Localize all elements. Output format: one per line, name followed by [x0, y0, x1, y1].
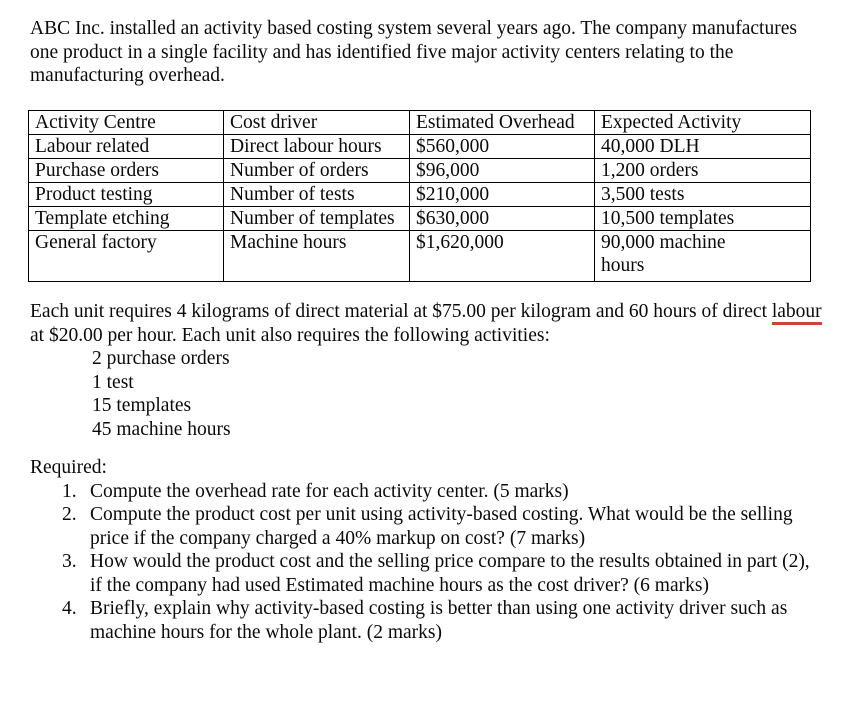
- requirement-item: 3. How would the product cost and the se…: [62, 550, 822, 597]
- cell-estimated-overhead: $210,000: [409, 182, 595, 207]
- table-row: Labour related Direct labour hours $560,…: [28, 134, 811, 159]
- table-header-estimated-overhead: Estimated Overhead: [409, 110, 595, 135]
- requirement-text: Compute the product cost per unit using …: [90, 504, 793, 549]
- unit-para-text-before: Each unit requires 4 kilograms of direct…: [30, 301, 772, 322]
- table-header-cost-driver: Cost driver: [223, 110, 410, 135]
- table-header-activity-centre: Activity Centre: [28, 110, 224, 135]
- requirement-number: 1.: [62, 480, 77, 502]
- required-label: Required:: [30, 457, 107, 478]
- cell-cost-driver: Direct labour hours: [223, 134, 410, 159]
- cell-expected-activity: 40,000 DLH: [594, 134, 811, 159]
- table-header-expected-activity: Expected Activity: [594, 110, 811, 135]
- unit-requirements-paragraph: Each unit requires 4 kilograms of direct…: [30, 300, 822, 441]
- table-header-row: Activity Centre Cost driver Estimated Ov…: [28, 110, 811, 135]
- table-row: Product testing Number of tests $210,000…: [28, 182, 811, 207]
- required-section: Required: 1. Compute the overhead rate f…: [30, 456, 822, 644]
- cell-activity-centre: Labour related: [28, 134, 224, 159]
- cell-activity-centre: Template etching: [28, 206, 224, 231]
- cell-expected-activity: 3,500 tests: [594, 182, 811, 207]
- cell-estimated-overhead: $1,620,000: [409, 230, 595, 282]
- cell-cost-driver: Number of templates: [223, 206, 410, 231]
- cell-cost-driver: Number of orders: [223, 158, 410, 183]
- requirement-number: 2.: [62, 504, 77, 525]
- cell-cost-driver: Number of tests: [223, 182, 410, 207]
- requirement-number: 4.: [62, 598, 77, 619]
- unit-activity-item: 15 templates: [92, 395, 192, 416]
- cell-expected-activity: 10,500 templates: [594, 206, 811, 231]
- cell-activity-centre: Purchase orders: [28, 158, 224, 183]
- requirement-number: 3.: [62, 551, 77, 572]
- cell-expected-activity: 90,000 machine hours: [594, 230, 811, 282]
- unit-activities-list: 2 purchase orders 1 test 15 templates 45…: [92, 347, 822, 441]
- requirement-item: 2. Compute the product cost per unit usi…: [62, 503, 822, 550]
- table-row: Template etching Number of templates $63…: [28, 206, 811, 231]
- cell-estimated-overhead: $96,000: [409, 158, 595, 183]
- requirement-text: Briefly, explain why activity-based cost…: [90, 598, 788, 643]
- cell-activity-centre: General factory: [28, 230, 224, 282]
- cell-estimated-overhead: $630,000: [409, 206, 595, 231]
- spellcheck-underlined-word: labour: [771, 301, 822, 325]
- table-row: Purchase orders Number of orders $96,000…: [28, 158, 811, 183]
- intro-paragraph: ABC Inc. installed an activity based cos…: [30, 18, 797, 86]
- unit-activity-item: 2 purchase orders: [92, 348, 230, 369]
- cell-activity-centre: Product testing: [28, 182, 224, 207]
- requirement-item: 1. Compute the overhead rate for each ac…: [62, 480, 822, 504]
- cell-cost-driver: Machine hours: [223, 230, 410, 282]
- cell-estimated-overhead: $560,000: [409, 134, 595, 159]
- requirement-text: How would the product cost and the selli…: [90, 551, 810, 596]
- table-row: General factory Machine hours $1,620,000…: [28, 230, 811, 282]
- unit-activity-item: 45 machine hours: [92, 418, 231, 440]
- cell-expected-activity: 1,200 orders: [594, 158, 811, 183]
- unit-para-text-after: at $20.00 per hour. Each unit also requi…: [30, 324, 550, 346]
- activity-centers-table: Activity Centre Cost driver Estimated Ov…: [28, 110, 811, 282]
- requirement-item: 4. Briefly, explain why activity-based c…: [62, 597, 822, 644]
- requirements-list: 1. Compute the overhead rate for each ac…: [30, 480, 822, 645]
- requirement-text: Compute the overhead rate for each activ…: [90, 480, 569, 502]
- unit-activity-item: 1 test: [92, 371, 134, 393]
